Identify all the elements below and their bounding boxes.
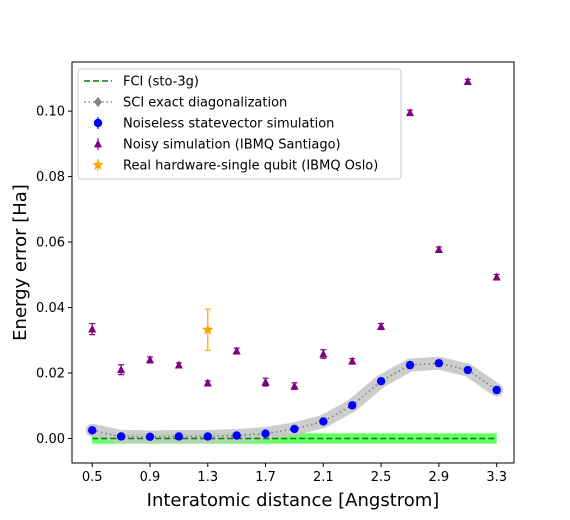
- y-tick-label: 0.00: [36, 432, 65, 447]
- noiseless-point: [434, 358, 444, 368]
- series-markers: [88, 77, 501, 442]
- noisy-point: [261, 377, 270, 386]
- legend: FCI (sto-3g) SCI exact diagonalization Noi…: [77, 68, 402, 180]
- y-axis-ticks: 0.00 0.02 0.04 0.06 0.08 0.10: [36, 105, 72, 447]
- noiseless-point: [463, 365, 472, 375]
- y-tick-label: 0.10: [36, 105, 65, 120]
- x-axis-label: Interatomic distance [Angstrom]: [147, 490, 440, 511]
- noisy-point: [377, 321, 386, 330]
- noiseless-point: [232, 431, 241, 440]
- noiseless-point: [348, 401, 357, 410]
- noisy-point: [117, 365, 126, 374]
- legend-label: SCI exact diagonalization: [123, 96, 287, 111]
- legend-circle-icon: [93, 118, 103, 128]
- x-tick-label: 1.3: [197, 470, 218, 485]
- noisy-point: [463, 77, 472, 86]
- noiseless-point: [203, 432, 212, 441]
- noisy-point: [232, 346, 241, 355]
- y-tick-label: 0.02: [36, 366, 65, 381]
- legend-label: Noisy simulation (IBMQ Santiago): [123, 138, 341, 153]
- noiseless-point: [319, 417, 328, 426]
- noiseless-point: [116, 432, 126, 441]
- x-tick-label: 1.7: [255, 470, 276, 485]
- noiseless-point: [290, 424, 299, 434]
- noiseless-point: [174, 432, 184, 441]
- noisy-point: [434, 245, 443, 253]
- x-tick-label: 3.3: [486, 470, 507, 485]
- x-tick-label: 2.9: [429, 470, 450, 485]
- legend-triangle-icon: [93, 139, 103, 148]
- noisy-point: [348, 356, 357, 365]
- legend-diamond-icon: [94, 97, 102, 107]
- x-axis-ticks: 0.5 0.9 1.3 1.7 2.1 2.5 2.9 3.3: [82, 463, 507, 485]
- legend-label: Real hardware-single qubit (IBMQ Oslo): [123, 159, 378, 174]
- noiseless-point: [145, 432, 155, 442]
- x-tick-label: 0.5: [82, 470, 103, 485]
- x-tick-label: 2.1: [313, 470, 334, 485]
- noisy-point: [88, 324, 97, 333]
- plot-frame: [71, 61, 515, 464]
- noisy-point: [174, 360, 183, 369]
- noisy-point: [492, 272, 501, 281]
- noisy-point: [145, 355, 155, 364]
- legend-label: FCI (sto-3g): [123, 75, 199, 90]
- noisy-point: [405, 108, 415, 117]
- noiseless-point: [88, 426, 97, 435]
- legend-star-icon: [92, 159, 104, 170]
- noisy-point: [319, 349, 328, 358]
- noiseless-point: [376, 376, 386, 386]
- noisy-point: [203, 378, 212, 387]
- y-tick-label: 0.04: [36, 301, 65, 316]
- noiseless-point: [492, 385, 501, 395]
- noiseless-point: [405, 360, 415, 370]
- y-axis-label: Energy error [Ha]: [10, 184, 31, 341]
- legend-label: Noiseless statevector simulation: [123, 117, 334, 132]
- noiseless-point: [261, 429, 270, 438]
- noisy-point: [290, 381, 299, 390]
- y-tick-label: 0.06: [36, 236, 65, 251]
- y-tick-label: 0.08: [36, 170, 65, 185]
- x-tick-label: 2.5: [371, 470, 392, 485]
- real-hardware-point: [202, 323, 214, 335]
- legend-box: [77, 68, 402, 180]
- x-tick-label: 0.9: [140, 470, 161, 485]
